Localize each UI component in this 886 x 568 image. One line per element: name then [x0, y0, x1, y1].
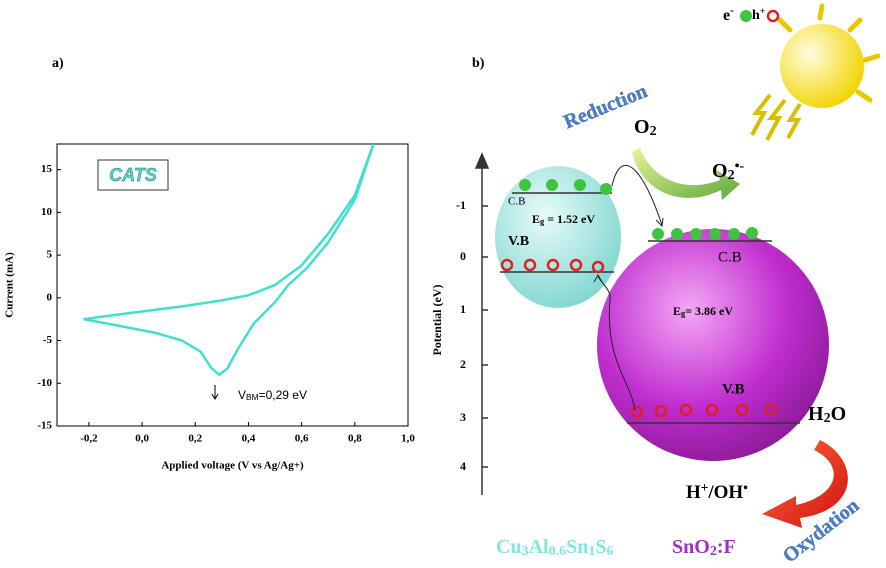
- axis-tick-label: 0: [460, 249, 466, 263]
- left-gap-part: = 1.52 eV: [544, 212, 595, 226]
- right-gap-part: g: [681, 309, 686, 318]
- h2o-part: 2: [824, 411, 831, 426]
- legend-hole-part: h: [752, 8, 760, 23]
- electrons: [519, 179, 758, 240]
- y-tick-label: 15: [41, 163, 53, 175]
- annotation-arrow: [211, 385, 219, 400]
- cv-curve: [83, 143, 375, 377]
- h2o-part: O: [831, 403, 847, 425]
- right-cb: C.B: [718, 249, 742, 265]
- left-material-part: Al: [529, 536, 549, 558]
- oxidation-arrow: [762, 440, 848, 528]
- panel-label: b): [472, 56, 485, 71]
- annotation-vbm-part: =0,29 eV: [259, 388, 307, 402]
- o2: O2: [634, 116, 657, 139]
- x-tick-label: 0,0: [135, 433, 149, 445]
- h2o: H2O: [808, 403, 846, 426]
- right-material: SnO2:F: [672, 536, 736, 559]
- left-cb: C.B: [508, 196, 525, 208]
- left-material-part: Cu: [496, 536, 522, 558]
- products: H+/OH•: [686, 480, 748, 504]
- legend-hole-part: +: [760, 6, 766, 17]
- o2-part: O: [634, 116, 650, 138]
- right-material-part: SnO: [672, 536, 710, 558]
- axis-tick-label: 1: [460, 302, 466, 316]
- legend-electron-part: e: [723, 7, 730, 24]
- y-tick-label: 5: [47, 249, 53, 261]
- axis-tick-label: -1: [456, 198, 466, 212]
- legend-hole: h+: [752, 6, 766, 23]
- left-vb: V.B: [508, 234, 529, 249]
- x-tick-label: 0,6: [295, 433, 309, 445]
- left-material-part: 0.6: [549, 544, 567, 559]
- axis-label: Potential (eV): [430, 285, 444, 356]
- annotation-vbm: VBM=0,29 eV: [238, 388, 307, 402]
- y-tick-label: 0: [47, 291, 53, 303]
- left-material-part: Sn: [566, 536, 588, 558]
- right-gap-part: = 3.86 eV: [685, 304, 733, 318]
- right-material-part: :F: [717, 536, 736, 558]
- reduction-arrow: [632, 148, 740, 200]
- axis-tick-label: 3: [460, 410, 466, 424]
- y-tick-label: -10: [37, 377, 52, 389]
- x-tick-label: 0,2: [188, 433, 202, 445]
- left-material-part: 6: [606, 544, 613, 559]
- right-gap-part: E: [673, 304, 681, 318]
- x-tick-label: 0,8: [348, 433, 362, 445]
- legend-electron: e-: [723, 5, 734, 24]
- superoxide-part: •-: [735, 159, 745, 174]
- superoxide-part: 2: [728, 168, 735, 183]
- right-material-part: 2: [710, 544, 717, 559]
- axis-tick-label: 2: [460, 357, 466, 371]
- left-material-part: 3: [522, 544, 529, 559]
- annotation-box: [97, 159, 169, 191]
- products-part: /OH: [707, 482, 743, 503]
- h2o-part: H: [808, 403, 824, 425]
- plot-frame: [56, 143, 409, 427]
- o2-part: 2: [650, 124, 657, 139]
- panel-b: b)e-h+ReductionOxydationO2O2•-H2OH+/OH•P…: [430, 3, 881, 567]
- panel-a: a) -0,2 0,0 0,2 0,4 0,6 0,8 1,0 -15 -10 -5 0 5 10 15 Ap…: [4, 56, 416, 471]
- right-gap: Eg= 3.86 eV: [673, 304, 733, 318]
- left-material-part: S: [595, 536, 606, 558]
- products-part: +: [701, 480, 709, 495]
- left-material-part: 1: [588, 544, 595, 559]
- x-tick-label: 0,4: [242, 433, 256, 445]
- transfer-arrows: [593, 165, 664, 411]
- right-vb: V.B: [722, 381, 745, 397]
- y-tick-label: -5: [43, 334, 53, 346]
- annotation-vbm-part: BM: [246, 392, 259, 402]
- annotation-vbm-part: V: [238, 388, 246, 402]
- holes: [500, 258, 778, 419]
- superoxide: O2•-: [712, 159, 744, 183]
- y-tick-label: -15: [37, 420, 52, 432]
- left-material: Cu3Al0.6Sn1S6: [496, 536, 613, 559]
- legend-hole-dot: [766, 9, 780, 23]
- right-particle: [597, 229, 829, 461]
- potential-axis: [474, 152, 490, 495]
- sun: [750, 3, 881, 141]
- left-gap-part: g: [540, 217, 545, 226]
- x-axis-label: Applied voltage (V vs Ag/Ag+): [161, 460, 304, 472]
- superoxide-part: O: [712, 160, 728, 182]
- y-axis-label: Current (mA): [4, 252, 16, 318]
- products-part: •: [743, 480, 748, 495]
- x-tick-label: 1,0: [401, 433, 415, 445]
- x-tick-label: -0,2: [80, 433, 98, 445]
- axis-tick-label: 4: [460, 459, 466, 473]
- annotation-box-text: CATS: [109, 165, 157, 185]
- legend-electron-dot: [740, 10, 752, 22]
- left-gap: Eg = 1.52 eV: [532, 212, 595, 226]
- y-tick-label: 10: [41, 206, 53, 218]
- products-part: H: [686, 482, 701, 503]
- panel-label: a): [52, 56, 64, 71]
- legend-electron-part: -: [730, 5, 734, 17]
- left-gap-part: E: [532, 212, 540, 226]
